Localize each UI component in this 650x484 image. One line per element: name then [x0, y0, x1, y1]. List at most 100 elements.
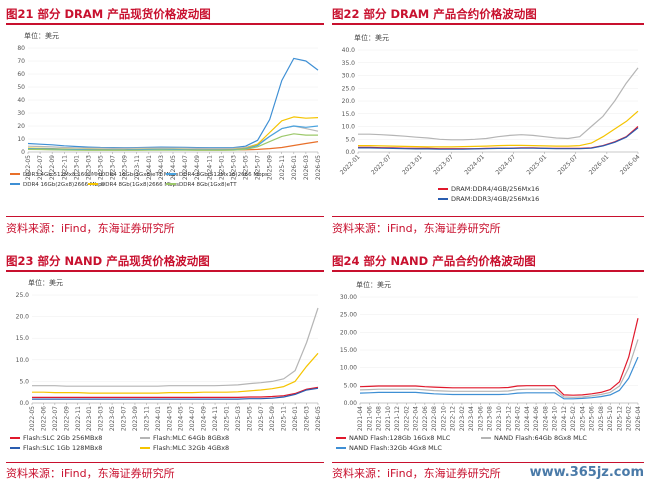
legend-label: DRAM:DDR3/4GB/256Mx16 — [451, 195, 539, 203]
legend-item: DDR4 16Gb(1Gx8)eTT Mbps — [88, 172, 179, 178]
series-line-1 — [27, 57, 319, 149]
series-line-3 — [32, 352, 319, 394]
y-tick-label: 0.0 — [19, 400, 29, 407]
x-tick-label: 2022-06 — [40, 406, 47, 431]
x-tick-label: 2022-07 — [37, 155, 44, 180]
x-tick-label: 2025-01 — [526, 153, 549, 176]
title-rule — [332, 270, 644, 272]
x-tick-label: 2025-02 — [570, 406, 577, 431]
x-tick-label: 2022-09 — [63, 406, 70, 431]
title-rule — [6, 270, 324, 272]
series-line-0 — [32, 386, 319, 399]
x-tick-label: 2025-03 — [235, 406, 242, 431]
y-tick-label: 10 — [17, 136, 25, 143]
series-line-2 — [27, 125, 319, 150]
x-tick-label: 2026-03 — [304, 406, 311, 431]
panel-nand-spot: 图23 部分 NAND 产品现货价格波动图 单位：美元 0.0 5.0 10.0 15.… — [6, 253, 324, 481]
x-tick-label: 2024-11 — [206, 155, 213, 180]
source-rule — [6, 216, 324, 217]
legend-item: Flash:SLC 2Gb 256MBx8 — [10, 434, 102, 442]
panel-nand-contract: 图24 部分 NAND 产品合约价格波动图 单位：美元 0.00 5.00 10.00… — [332, 253, 644, 481]
legend-label: DDR4 8Gb(1Gx8)2666 Mbps — [101, 182, 179, 188]
x-tick-label: 2023-01 — [401, 153, 424, 176]
x-tick-label: 2025-08 — [598, 406, 605, 431]
panel-title: 图24 部分 NAND 产品合约价格波动图 — [332, 254, 536, 268]
x-tick-label: 2022-07 — [52, 406, 59, 431]
source-note: 资料来源：iFind，东海证券研究所 — [332, 222, 501, 235]
x-tick-label: 2026-02 — [626, 406, 633, 431]
legend-item: DDR3 4Gb 512Mx8 1600MHz — [10, 172, 103, 178]
panel-title: 图21 部分 DRAM 产品现货价格波动图 — [6, 7, 211, 21]
series-line-2 — [359, 339, 639, 398]
legend-item: DRAM:DDR4/4GB/256Mx16 — [438, 185, 539, 193]
x-tick-label: 2022-04 — [413, 406, 420, 431]
unit-label: 单位：美元 — [28, 278, 63, 287]
y-tick-label: 60 — [17, 71, 25, 78]
x-tick-label: 2025-09 — [269, 406, 276, 431]
x-tick-label: 2021-12 — [394, 406, 401, 431]
y-tick-label: 15.0 — [342, 111, 356, 118]
x-tick-label: 2025-10 — [607, 406, 614, 431]
x-tick-label: 2024-01 — [146, 155, 153, 180]
x-tick-label: 2023-01 — [86, 406, 93, 431]
panel-title: 图23 部分 NAND 产品现货价格波动图 — [6, 254, 210, 268]
y-tick-label: 15.00 — [340, 347, 357, 354]
x-tick-label: 2025-01 — [218, 155, 225, 180]
x-tick-label: 2023-09 — [122, 155, 129, 180]
y-tick-label: 20 — [17, 123, 25, 130]
y-tick-label: 40.0 — [342, 47, 356, 54]
series-line-5 — [27, 133, 318, 151]
x-tick-label: 2026-05 — [315, 406, 322, 431]
source-rule — [332, 216, 644, 217]
x-tick-label: 2022-01 — [339, 153, 362, 176]
x-tick-label: 2023-05 — [98, 155, 105, 180]
legend-label: NAND Flash:32Gb 4Gx8 MLC — [349, 444, 442, 452]
x-tick-label: 2023-06 — [477, 406, 484, 431]
x-tick-label: 2023-05 — [109, 406, 116, 431]
x-tick-label: 2023-10 — [496, 406, 503, 431]
legend-label: NAND Flash:64Gb 8Gx8 MLC — [494, 434, 587, 442]
x-tick-label: 2025-07 — [255, 155, 262, 180]
x-tick-label: 2023-07 — [432, 153, 455, 176]
panel-dram-contract: 图22 部分 DRAM 产品合约价格波动图 单位：美元 0.0 5.0 10.0 15.… — [332, 6, 644, 236]
x-tick-label: 2024-07 — [189, 406, 196, 431]
x-tick-label: 2026-01 — [292, 406, 299, 431]
x-tick-label: 2026-03 — [303, 155, 310, 180]
unit-label: 单位：美元 — [24, 31, 59, 40]
x-tick-label: 2025-06 — [589, 406, 596, 431]
y-tick-label: 30.00 — [340, 294, 357, 301]
x-tick-label: 2025-05 — [246, 406, 253, 431]
x-tick-label: 2023-11 — [134, 155, 141, 180]
legend-item: Flash:MLC 64Gb 8GBx8 — [140, 434, 229, 442]
x-tick-label: 2023-03 — [98, 406, 105, 431]
source-note: 资料来源：iFind，东海证券研究所 — [6, 467, 175, 480]
legend-item: Flash:MLC 32Gb 4GBx8 — [140, 444, 229, 452]
x-tick-label: 2026-04 — [635, 406, 642, 431]
legend-item: DDR4 16Gb(2Gx8)2666 Mbps — [10, 182, 105, 188]
series-line-1 — [32, 387, 319, 400]
x-tick-label: 2023-12 — [505, 406, 512, 431]
y-tick-label: 5.0 — [19, 378, 29, 385]
y-tick-label: 80 — [17, 45, 25, 52]
y-tick-label: 30.0 — [342, 73, 356, 80]
x-tick-label: 2022-11 — [61, 155, 68, 180]
source-note: 资料来源：iFind，东海证券研究所 — [332, 467, 501, 480]
y-tick-label: 10.00 — [340, 365, 357, 372]
y-tick-label: 20.0 — [342, 98, 356, 105]
x-tick-label: 2025-07 — [557, 153, 580, 176]
x-tick-label: 2024-05 — [170, 155, 177, 180]
y-tick-label: 50 — [17, 84, 25, 91]
y-tick-label: 25.0 — [16, 292, 30, 299]
legend-item: DDR4 8Gb(1Gx8)2666 Mbps — [88, 182, 179, 188]
x-tick-label: 2025-11 — [279, 155, 286, 180]
x-tick-label: 2022-08 — [431, 406, 438, 431]
x-tick-label: 2022-06 — [422, 406, 429, 431]
legend-label: DRAM:DDR4/4GB/256Mx16 — [451, 185, 539, 193]
x-tick-label: 2024-09 — [201, 406, 208, 431]
y-tick-label: 0.00 — [344, 400, 358, 407]
chart-dram-contract: 单位：美元 0.0 5.0 10.0 15.0 20.0 25.0 30.0 35.0 40.0 2… — [339, 33, 642, 203]
x-tick-label: 2025-07 — [258, 406, 265, 431]
y-tick-label: 40 — [17, 97, 25, 104]
x-tick-label: 2023-03 — [85, 155, 92, 180]
x-tick-label: 2025-12 — [616, 406, 623, 431]
